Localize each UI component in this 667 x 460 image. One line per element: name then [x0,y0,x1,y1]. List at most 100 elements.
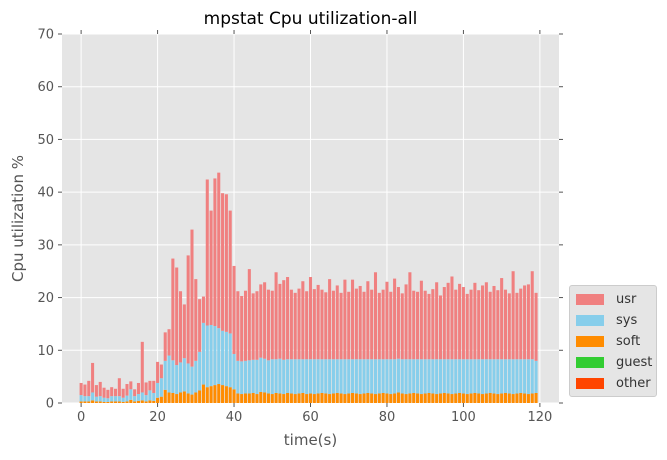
bar-soft [98,401,102,403]
bar-soft [178,392,183,403]
bar-usr [94,385,98,397]
chart-title: mpstat Cpu utilization-all [204,9,418,29]
bar-usr [335,285,339,360]
x-tick-label: 100 [451,410,476,425]
bar-sys [205,325,209,388]
bar-sys [446,359,450,394]
bar-sys [465,359,469,395]
bar-sys [477,359,481,394]
bar-soft [312,394,316,403]
x-tick-label: 0 [77,410,85,425]
y-tick-label: 10 [37,344,54,359]
legend-swatch-soft [576,335,604,347]
bar-usr [240,295,244,362]
bar-soft [205,387,209,403]
bar-soft [354,393,358,403]
bar-sys [469,359,473,394]
legend-swatch-other [576,377,604,389]
bar-soft [396,392,400,403]
bar-soft [278,393,282,403]
bar-usr [461,287,465,360]
bar-sys [450,359,454,395]
bar-soft [83,401,87,403]
y-axis-label: Cpu utilization % [9,155,27,282]
bar-usr [500,278,504,360]
bar-sys [94,396,98,402]
bar-soft [274,392,278,403]
y-tick-label: 30 [37,238,54,253]
bar-soft [293,394,297,403]
bar-usr [125,384,129,396]
bar-soft [404,394,408,403]
legend-swatch-usr [576,293,604,305]
legend-label-soft: soft [616,333,641,349]
bar-soft [186,393,190,403]
bar-soft [251,392,255,403]
bar-usr [316,284,320,360]
bar-sys [194,360,198,393]
bar-sys [263,358,267,393]
bar-usr [362,291,366,360]
bar-sys [484,359,488,394]
bar-sys [458,359,462,393]
bar-usr [171,258,175,361]
bar-usr [366,281,370,360]
bar-sys [454,359,458,394]
bar-sys [393,359,397,394]
bar-soft [110,401,114,403]
bar-sys [278,358,282,394]
bar-soft [247,393,251,403]
bar-usr [213,178,217,327]
bar-usr [110,387,114,397]
bar-soft [400,393,404,403]
bar-usr [106,389,110,399]
bar-soft [221,385,225,403]
bar-usr [221,193,225,331]
bar-usr [144,382,148,396]
bar-soft [106,401,110,403]
bar-sys [389,359,393,395]
bar-usr [393,278,397,360]
bar-sys [507,359,511,394]
bar-sys [144,395,148,402]
bar-sys [178,362,183,393]
bar-soft [389,394,393,403]
bar-sys [98,396,102,402]
bar-sys [347,359,351,394]
bar-soft [117,401,121,403]
bar-sys [236,360,240,394]
bar-sys [343,359,347,395]
bar-soft [136,400,140,403]
bar-usr [347,291,351,360]
bar-usr [178,291,183,363]
bar-sys [385,359,389,394]
bar-usr [159,364,163,379]
bar-usr [351,279,355,360]
bar-sys [515,359,519,394]
bar-sys [106,398,110,402]
legend-swatch-guest [576,356,604,368]
bar-soft [198,390,202,403]
bar-usr [331,290,335,360]
bar-sys [136,394,140,401]
x-tick-label: 20 [149,410,166,425]
bar-soft [331,393,335,403]
bar-usr [156,361,160,383]
x-tick-label: 80 [379,410,396,425]
bar-usr [427,293,431,360]
bar-usr [201,296,205,323]
bar-usr [507,293,511,360]
bar-usr [266,289,270,361]
legend-swatch-sys [576,314,604,326]
bar-sys [503,359,508,393]
bar-usr [129,381,133,390]
bar-usr [163,332,167,361]
bar-usr [301,281,305,360]
bar-soft [282,394,286,403]
bar-usr [419,280,423,360]
bar-sys [373,359,378,395]
bar-usr [370,289,374,360]
bar-sys [243,360,248,394]
bar-soft [416,393,420,403]
bar-usr [297,288,301,360]
